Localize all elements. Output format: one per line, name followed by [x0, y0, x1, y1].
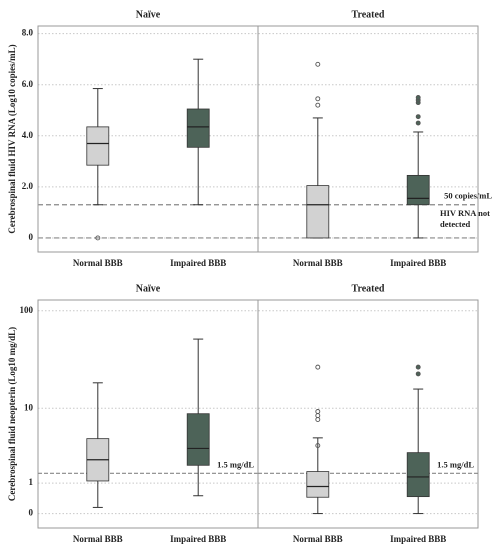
panel-frame	[37, 25, 259, 253]
y-tick-label: 100	[20, 305, 34, 315]
x-tick-label: Impaired BBB	[390, 258, 446, 268]
outlier	[315, 413, 321, 419]
panel-title: Treated	[352, 9, 385, 20]
y-tick-label: 4.0	[22, 130, 34, 140]
box	[186, 413, 210, 466]
y-tick-label: 2.0	[22, 181, 34, 191]
box	[406, 452, 430, 498]
reference-label-box: HIV RNA not detected	[440, 207, 490, 229]
y-tick-label: 10	[24, 402, 34, 412]
panel-title: Naïve	[136, 9, 161, 20]
x-tick-label: Normal BBB	[293, 258, 343, 268]
x-tick-label: Impaired BBB	[170, 534, 226, 544]
x-tick-label: Impaired BBB	[390, 534, 446, 544]
box	[306, 185, 330, 239]
outlier	[315, 443, 321, 449]
y-tick-label: 6.0	[22, 79, 34, 89]
reference-label: 1.5 mg/dL	[437, 459, 474, 469]
outlier	[415, 114, 421, 120]
x-tick-label: Impaired BBB	[170, 258, 226, 268]
panel-frame	[37, 299, 259, 529]
outlier	[415, 371, 421, 377]
outlier	[95, 235, 101, 241]
box	[186, 108, 210, 148]
y-axis-title: Cerebrospinal fluid HIV RNA (Log10 copie…	[7, 44, 17, 233]
outlier	[315, 61, 321, 67]
x-tick-label: Normal BBB	[73, 258, 123, 268]
outlier	[415, 364, 421, 370]
reference-label: HIV RNA not detected	[440, 207, 490, 229]
y-tick-label: 0	[29, 508, 34, 518]
outlier	[315, 409, 321, 414]
outlier	[415, 95, 421, 100]
panel-title: Naïve	[136, 283, 161, 294]
reference-label: 1.5 mg/dL	[217, 459, 254, 469]
x-tick-label: Normal BBB	[73, 534, 123, 544]
outlier	[315, 364, 321, 370]
box	[86, 126, 110, 166]
panel-frame	[257, 25, 479, 253]
outlier	[315, 417, 321, 422]
x-tick-label: Normal BBB	[293, 534, 343, 544]
outlier	[415, 120, 421, 126]
panel-title: Treated	[352, 283, 385, 294]
outlier	[315, 102, 321, 108]
box	[406, 174, 430, 206]
box	[306, 471, 330, 498]
outlier	[315, 96, 321, 102]
y-tick-label: 8.0	[22, 28, 34, 38]
reference-label: 50 copies/mL	[444, 191, 492, 201]
y-axis-title: Cerebrospinal fluid neopterin (Log10 mg/…	[7, 327, 17, 501]
panel-frame	[257, 299, 479, 529]
y-tick-label: 0	[29, 232, 34, 242]
y-tick-label: 1	[29, 477, 34, 487]
